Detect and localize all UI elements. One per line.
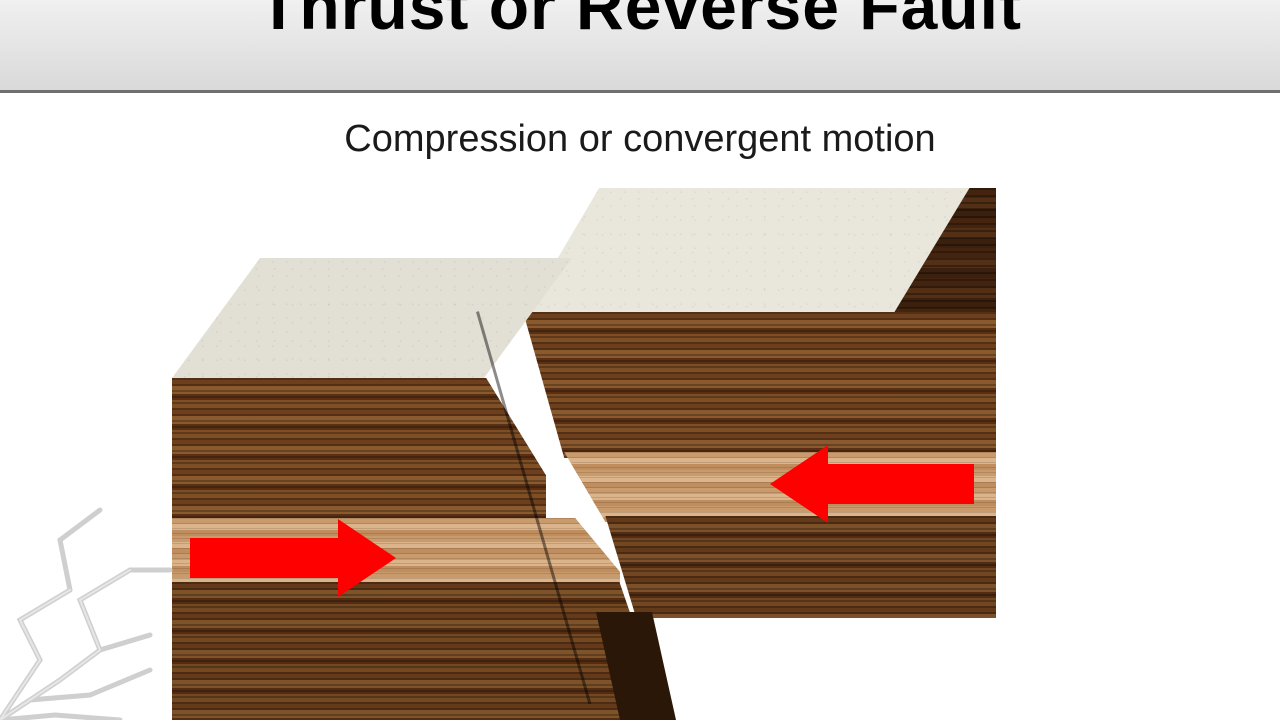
left-block-light-band [172, 518, 620, 588]
compression-arrow-right [770, 454, 980, 514]
right-block-strata-upper [482, 312, 996, 458]
fault-diagram [0, 0, 1280, 720]
right-block-light-band [482, 452, 996, 522]
crack-decoration-icon [0, 420, 260, 720]
slide-subtitle: Compression or convergent motion [344, 118, 935, 161]
compression-arrow-left [190, 528, 400, 588]
slide-title: Thrust or Reverse Fault [258, 0, 1022, 44]
right-block-strata-lower [482, 516, 996, 618]
arrow-shaft [190, 538, 340, 578]
left-block-strata-upper [172, 378, 546, 524]
fault-plane-edge [476, 311, 591, 704]
left-block-strata-lower [172, 582, 648, 720]
title-banner: Thrust or Reverse Fault [0, 0, 1280, 93]
arrow-head-right-icon [338, 519, 396, 597]
arrow-shaft [826, 464, 974, 504]
left-block-top-face [172, 258, 572, 378]
arrow-head-left-icon [770, 445, 828, 523]
right-block-top-face [482, 188, 970, 312]
right-block-side-face [894, 188, 996, 618]
fault-shadow-wedge [596, 612, 676, 720]
slide-stage: Thrust or Reverse Fault Compression or c… [0, 0, 1280, 720]
